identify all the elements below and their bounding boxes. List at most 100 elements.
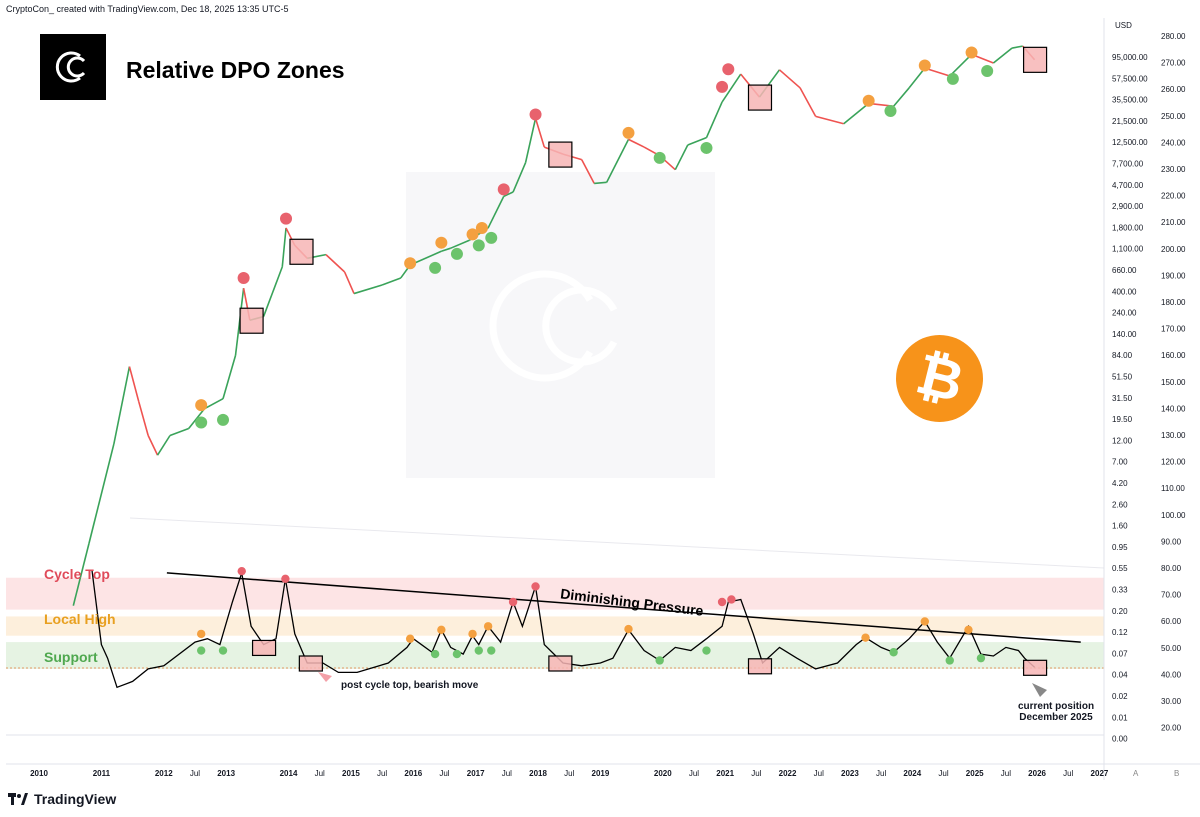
annotation-post-cycle: post cycle top, bearish move (341, 680, 479, 691)
price-axis-label: 140.00 (1112, 330, 1137, 339)
price-segment (281, 227, 287, 267)
cc-logo-icon (55, 51, 86, 83)
right-axis-label: 30.00 (1161, 697, 1182, 706)
header-attribution: CryptoCon_ created with TradingView.com,… (6, 4, 289, 14)
price-marker-local-high (475, 221, 488, 234)
right-axis-label: 190.00 (1161, 271, 1186, 280)
annotation-current-line1: current position (1017, 701, 1095, 712)
right-axis-label: 280.00 (1161, 32, 1186, 41)
price-marker-local-high (195, 399, 208, 412)
currency-label[interactable]: USD (1115, 21, 1132, 30)
price-segment (1011, 45, 1023, 49)
price-segment (892, 87, 910, 107)
price-segment (147, 435, 159, 456)
time-axis-label: Jul (439, 769, 449, 778)
price-axis-label: 0.20 (1112, 607, 1128, 616)
price-axis-label: 4,700.00 (1112, 181, 1144, 190)
price-segment (343, 271, 355, 294)
time-axis-label: 2015 (342, 769, 360, 778)
price-marker-support (450, 247, 463, 260)
right-axis-label: 90.00 (1161, 537, 1182, 546)
price-segment (580, 159, 595, 184)
tradingview-brand-name: TradingView (34, 791, 117, 807)
time-axis-label: 2019 (592, 769, 610, 778)
time-axis-label: 2018 (529, 769, 547, 778)
price-segment (992, 47, 1013, 64)
right-axis-label: 110.00 (1161, 484, 1185, 493)
price-segment (534, 118, 546, 148)
price-segment (628, 138, 645, 148)
zone-label-cycle-top: Cycle Top (44, 566, 110, 582)
price-box (1022, 46, 1048, 73)
price-axis-label: 19.50 (1112, 415, 1133, 424)
time-axis-label: Jul (814, 769, 824, 778)
dpo-marker-support (218, 646, 228, 655)
dpo-marker-cycle-top (531, 582, 540, 591)
price-axis-label: 660.00 (1112, 266, 1137, 275)
price-segment (113, 366, 131, 445)
price-axis-label: 0.12 (1112, 628, 1128, 637)
watermark-panel (406, 172, 715, 478)
bitcoin-logo: ₿ (896, 335, 983, 422)
right-axis-label: 20.00 (1161, 724, 1182, 733)
right-axis-label: 100.00 (1161, 511, 1186, 520)
dpo-marker-local-high (468, 629, 477, 639)
price-axis-label: 95,000.00 (1112, 53, 1148, 62)
tradingview-brand[interactable]: TradingView (8, 791, 116, 807)
time-axis-label: 2017 (467, 769, 485, 778)
right-axis-label: 260.00 (1161, 85, 1186, 94)
right-axis-label: 50.00 (1161, 644, 1182, 653)
price-segment (908, 67, 926, 89)
post-cycle-arrow (318, 672, 332, 682)
axis-corner-b[interactable]: B (1174, 769, 1179, 778)
dpo-marker-cycle-top (717, 597, 727, 607)
time-axis-label: Jul (1001, 769, 1011, 778)
price-segment (605, 138, 630, 183)
dpo-box (747, 658, 773, 675)
price-marker-support (485, 231, 498, 244)
price-marker-support (195, 416, 208, 429)
right-axis-label: 220.00 (1161, 192, 1186, 201)
bitcoin-symbol-icon: ₿ (909, 340, 970, 416)
price-marker-cycle-top (237, 271, 250, 284)
price-marker-cycle-top (280, 212, 293, 225)
price-segment (503, 191, 514, 198)
price-segment (705, 101, 723, 138)
diminishing-pressure-line[interactable] (166, 572, 1081, 643)
price-segment (353, 284, 383, 295)
price-segment (843, 102, 870, 125)
right-axis-label: 240.00 (1161, 138, 1186, 147)
axis-corner-a[interactable]: A (1133, 769, 1139, 778)
dpo-marker-local-high (920, 617, 929, 626)
price-segment (169, 427, 189, 437)
price-segment (325, 254, 346, 273)
price-segment (594, 181, 607, 185)
chart-title: Relative DPO Zones (126, 57, 345, 83)
price-marker-support (981, 64, 994, 77)
price-axis-label: 1,100.00 (1112, 245, 1144, 254)
price-marker-cycle-top (497, 183, 510, 196)
time-axis-label: 2012 (155, 769, 173, 778)
price-axis-label: 2,900.00 (1112, 202, 1144, 211)
price-marker-local-high (965, 46, 978, 59)
price-marker-local-high (435, 236, 448, 249)
dpo-box (548, 655, 573, 672)
price-axis-label: 12,500.00 (1112, 138, 1148, 147)
price-segment (949, 53, 973, 77)
time-axis-label: Jul (315, 769, 325, 778)
price-axis-label: 1,800.00 (1112, 223, 1144, 232)
dpo-marker-cycle-top (237, 566, 246, 576)
dpo-marker-local-high (624, 624, 633, 634)
time-axis-label: 2023 (841, 769, 859, 778)
time-axis-label: Jul (689, 769, 699, 778)
dpo-line (91, 570, 1036, 689)
dpo-marker-support (487, 646, 496, 655)
time-axis-label: 2011 (93, 769, 111, 778)
price-axis-label: 400.00 (1112, 287, 1137, 296)
time-axis-label: 2021 (716, 769, 734, 778)
dpo-marker-cycle-top (727, 595, 736, 604)
price-marker-support (884, 104, 897, 117)
price-marker-local-high (466, 228, 479, 241)
dpo-marker-local-high (861, 633, 870, 642)
